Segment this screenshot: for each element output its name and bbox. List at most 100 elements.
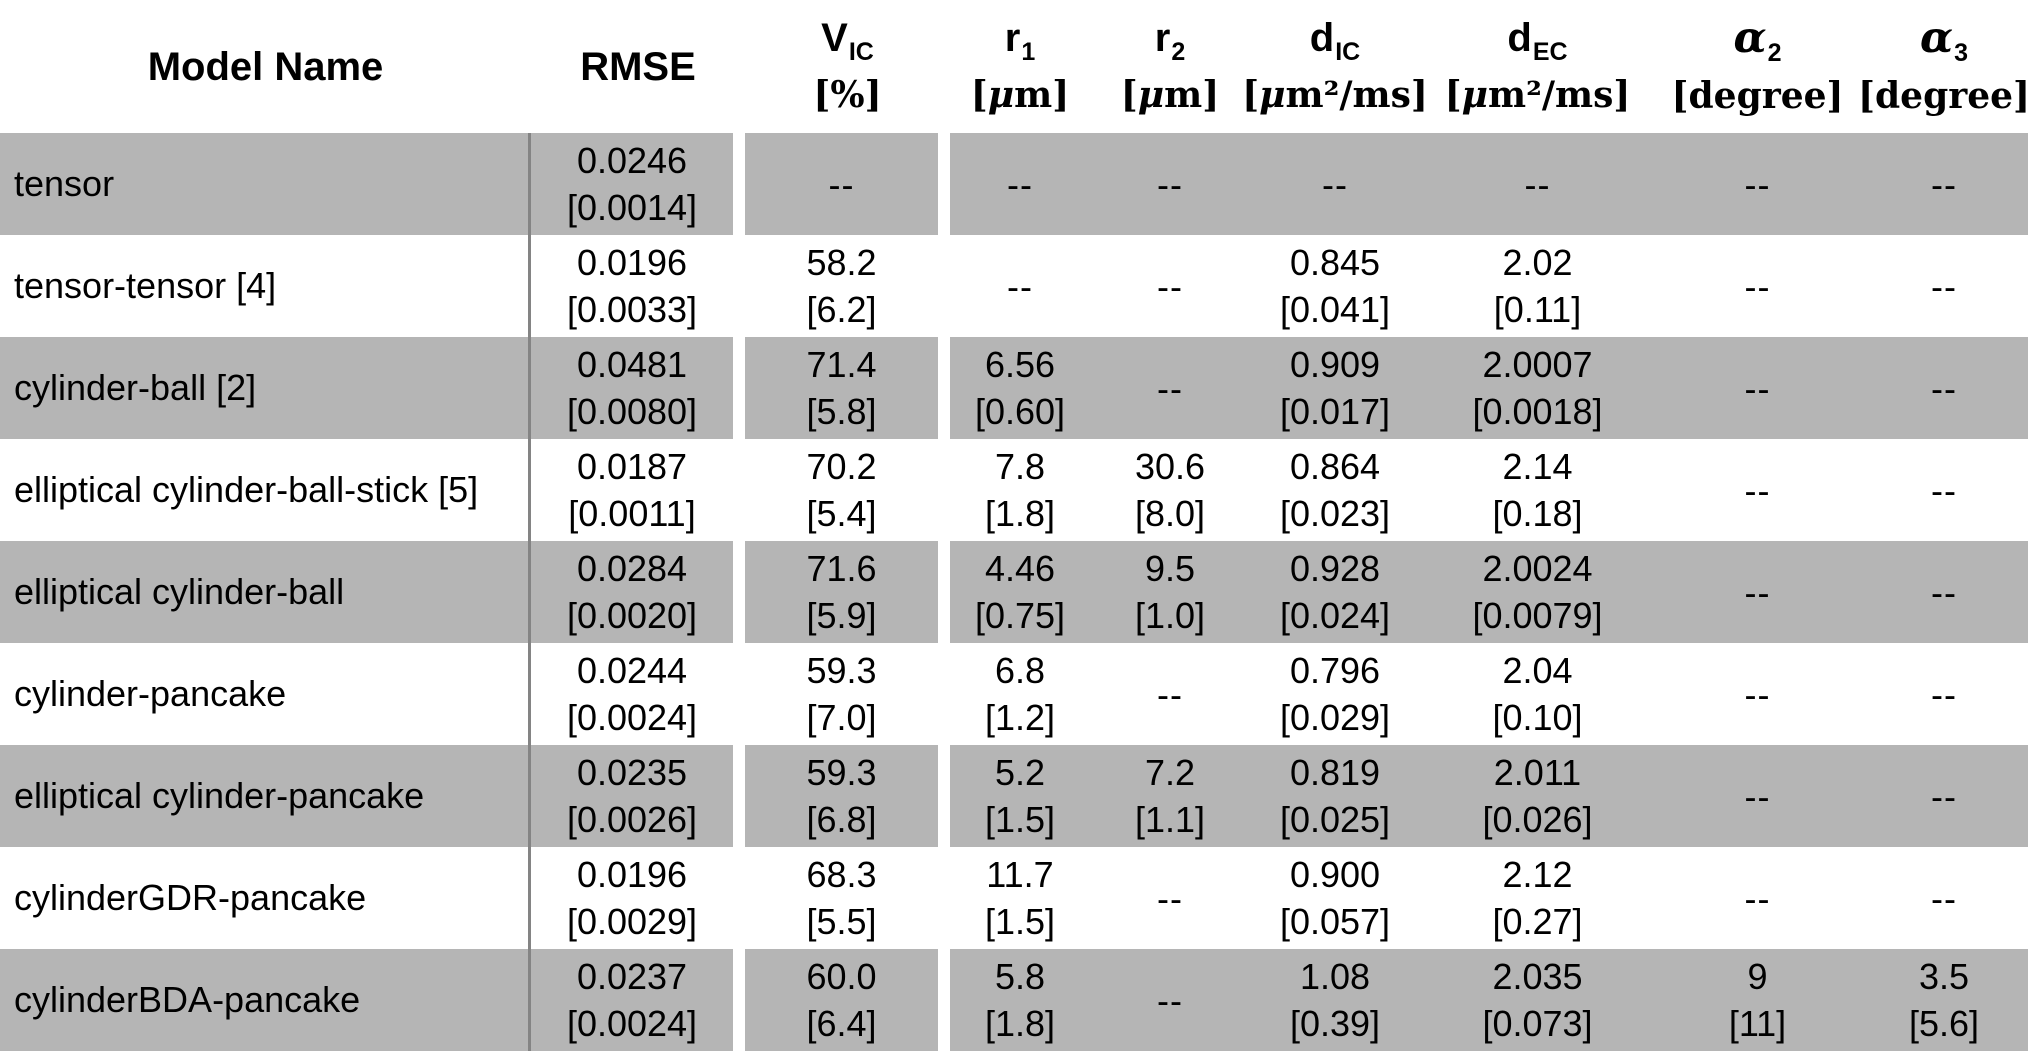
column-label-dec: dEC [1507,16,1568,66]
uncertainty-text: [0.057] [1279,901,1391,942]
cell-dic: 0.909 [0.017] [1250,337,1420,439]
column-header-model-name: Model Name [0,0,531,133]
model-name-text: elliptical cylinder-ball [14,571,345,612]
value-text: 68.3 [806,854,877,895]
cell-dic: 0.928 [0.024] [1250,541,1420,643]
column-header-dec: dEC [μm²/ms] [1420,0,1655,133]
cell-r2: -- [1090,235,1250,337]
value-text: 3.5 [1918,956,1970,997]
cell-rmse: 0.0244 [0.0024] [531,643,745,745]
cell-r2: 7.2 [1.1] [1090,745,1250,847]
uncertainty-text: [11] [1728,1003,1787,1044]
uncertainty-text: [0.017] [1279,391,1391,432]
cell-alpha2: -- [1655,847,1860,949]
table-row: elliptical cylinder-pancake 0.0235 [0.0026… [0,745,2028,847]
value-text: 0.0196 [576,854,688,895]
cell-r1: 5.2 [1.5] [950,745,1090,847]
cell-alpha3: -- [1860,847,2028,949]
uncertainty-text: [0.0011] [568,493,696,534]
not-applicable-dash: -- [1931,775,1957,817]
cell-alpha3: -- [1860,337,2028,439]
cell-dec: 2.14 [0.18] [1420,439,1655,541]
table-row: cylinderGDR-pancake 0.0196 [0.0029] 68.3 [5.… [0,847,2028,949]
not-applicable-dash: -- [1157,877,1183,919]
table-row: tensor 0.0246 [0.0014] -- -- -- -- -- -- -- [0,133,2028,235]
value-text: 71.6 [806,548,877,589]
not-applicable-dash: -- [1744,163,1771,205]
cell-dic: 0.845 [0.041] [1250,235,1420,337]
cell-r2: 30.6 [8.0] [1090,439,1250,541]
value-text: 1.08 [1299,956,1371,997]
value-text: 0.928 [1289,548,1381,589]
not-applicable-dash: -- [1322,163,1348,205]
table-row: elliptical cylinder-ball 0.0284 [0.0020] 71… [0,541,2028,643]
cell-model-name: cylinder-ball [2] [0,337,531,439]
uncertainty-text: [0.0026] [566,799,698,840]
table-body: tensor 0.0246 [0.0014] -- -- -- -- -- -- -- tensor… [0,133,2028,1051]
value-text: 0.819 [1289,752,1381,793]
column-subscript-dic: IC [1335,38,1361,66]
column-label-rmse: RMSE [580,44,696,89]
cell-model-name: cylinderGDR-pancake [0,847,531,949]
model-name-text: cylinderBDA-pancake [14,979,361,1020]
column-unit-dec: [μm²/ms] [1444,74,1631,116]
value-text: 0.864 [1289,446,1381,487]
model-name-text: cylinder-ball [2] [14,367,257,408]
not-applicable-dash: -- [1931,163,1957,205]
cell-r1: 7.8 [1.8] [950,439,1090,541]
cell-alpha3: -- [1860,133,2028,235]
cell-r2: -- [1090,949,1250,1051]
cell-r1: 6.8 [1.2] [950,643,1090,745]
value-text: 30.6 [1134,446,1206,487]
not-applicable-dash: -- [1931,877,1957,919]
not-applicable-dash: -- [1931,571,1957,613]
uncertainty-text: [0.029] [1279,697,1391,738]
value-text: 71.4 [806,344,877,385]
cell-dic: 1.08 [0.39] [1250,949,1420,1051]
not-applicable-dash: -- [1744,571,1771,613]
uncertainty-text: [0.75] [974,595,1066,636]
cell-rmse: 0.0284 [0.0020] [531,541,745,643]
uncertainty-text: [6.4] [806,1003,877,1044]
not-applicable-dash: -- [1744,469,1771,511]
table-row: cylinderBDA-pancake 0.0237 [0.0024] 60.0 [6.… [0,949,2028,1051]
cell-r1: 5.8 [1.8] [950,949,1090,1051]
uncertainty-text: [0.18] [1492,493,1583,534]
value-text: 58.2 [806,242,877,283]
cell-dic: 0.819 [0.025] [1250,745,1420,847]
column-label-r1: r1 [1004,16,1036,66]
not-applicable-dash: -- [1157,163,1183,205]
value-text: 2.0007 [1482,344,1593,385]
uncertainty-text: [0.041] [1279,289,1391,330]
cell-dic: -- [1250,133,1420,235]
not-applicable-dash: -- [1931,469,1957,511]
cell-rmse: 0.0237 [0.0024] [531,949,745,1051]
cell-alpha2: -- [1655,643,1860,745]
table-row: cylinder-ball [2] 0.0481 [0.0080] 71.4 [5.8]… [0,337,2028,439]
value-text: 4.46 [984,548,1056,589]
table-row: cylinder-pancake 0.0244 [0.0024] 59.3 [7.0] 6… [0,643,2028,745]
uncertainty-text: [1.8] [984,1003,1056,1044]
column-unit-alpha3: [degree] [1857,74,2028,117]
cell-dec: 2.12 [0.27] [1420,847,1655,949]
cell-alpha3: -- [1860,439,2028,541]
value-text: 6.56 [984,344,1056,385]
not-applicable-dash: -- [1007,163,1033,205]
cell-dec: 2.0007 [0.0018] [1420,337,1655,439]
uncertainty-text: [0.0018] [1472,391,1603,432]
cell-vic: 71.4 [5.8] [745,337,950,439]
cell-alpha3: 3.5 [5.6] [1860,949,2028,1051]
not-applicable-dash: -- [828,163,855,205]
cell-model-name: elliptical cylinder-ball-stick [5] [0,439,531,541]
not-applicable-dash: -- [1157,367,1183,409]
cell-alpha2: -- [1655,337,1860,439]
not-applicable-dash: -- [1157,979,1183,1021]
uncertainty-text: [6.2] [806,289,877,330]
cell-vic: 59.3 [6.8] [745,745,950,847]
not-applicable-dash: -- [1744,877,1771,919]
cell-dic: 0.900 [0.057] [1250,847,1420,949]
column-header-vic: VIC [%] [745,0,950,133]
column-label-alpha3: α3 [1920,12,1968,67]
cell-r1: 11.7 [1.5] [950,847,1090,949]
uncertainty-text: [0.11] [1493,289,1582,330]
